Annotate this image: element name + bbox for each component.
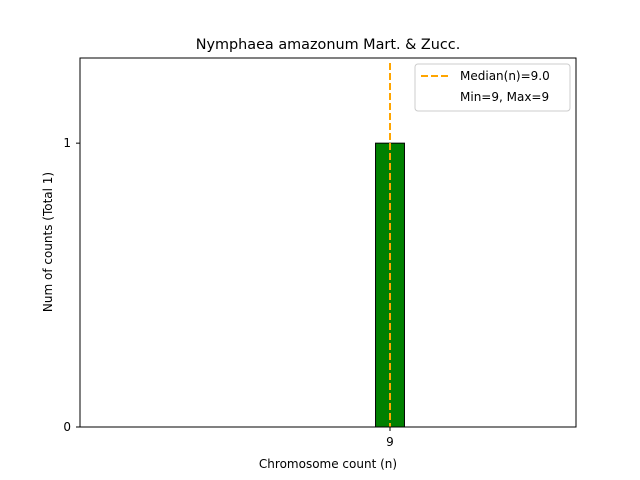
legend: Median(n)=9.0 Min=9, Max=9 — [414, 63, 571, 112]
legend-box — [414, 63, 571, 112]
axes-frame — [79, 57, 577, 428]
chart-title: Nymphaea amazonum Mart. & Zucc. — [196, 37, 461, 53]
x-tick-label: 9 — [386, 435, 394, 449]
legend-minmax-label: Min=9, Max=9 — [460, 90, 549, 104]
y-tick-label: 0 — [63, 420, 71, 434]
legend-median-label: Median(n)=9.0 — [460, 69, 550, 83]
y-tick-label: 1 — [63, 136, 71, 150]
x-axis-label: Chromosome count (n) — [259, 457, 397, 471]
y-axis-label: Num of counts (Total 1) — [41, 172, 55, 312]
plot-area — [80, 63, 438, 428]
y-axis-ticks: 01 — [63, 136, 80, 434]
x-axis-ticks: 9 — [386, 427, 394, 449]
